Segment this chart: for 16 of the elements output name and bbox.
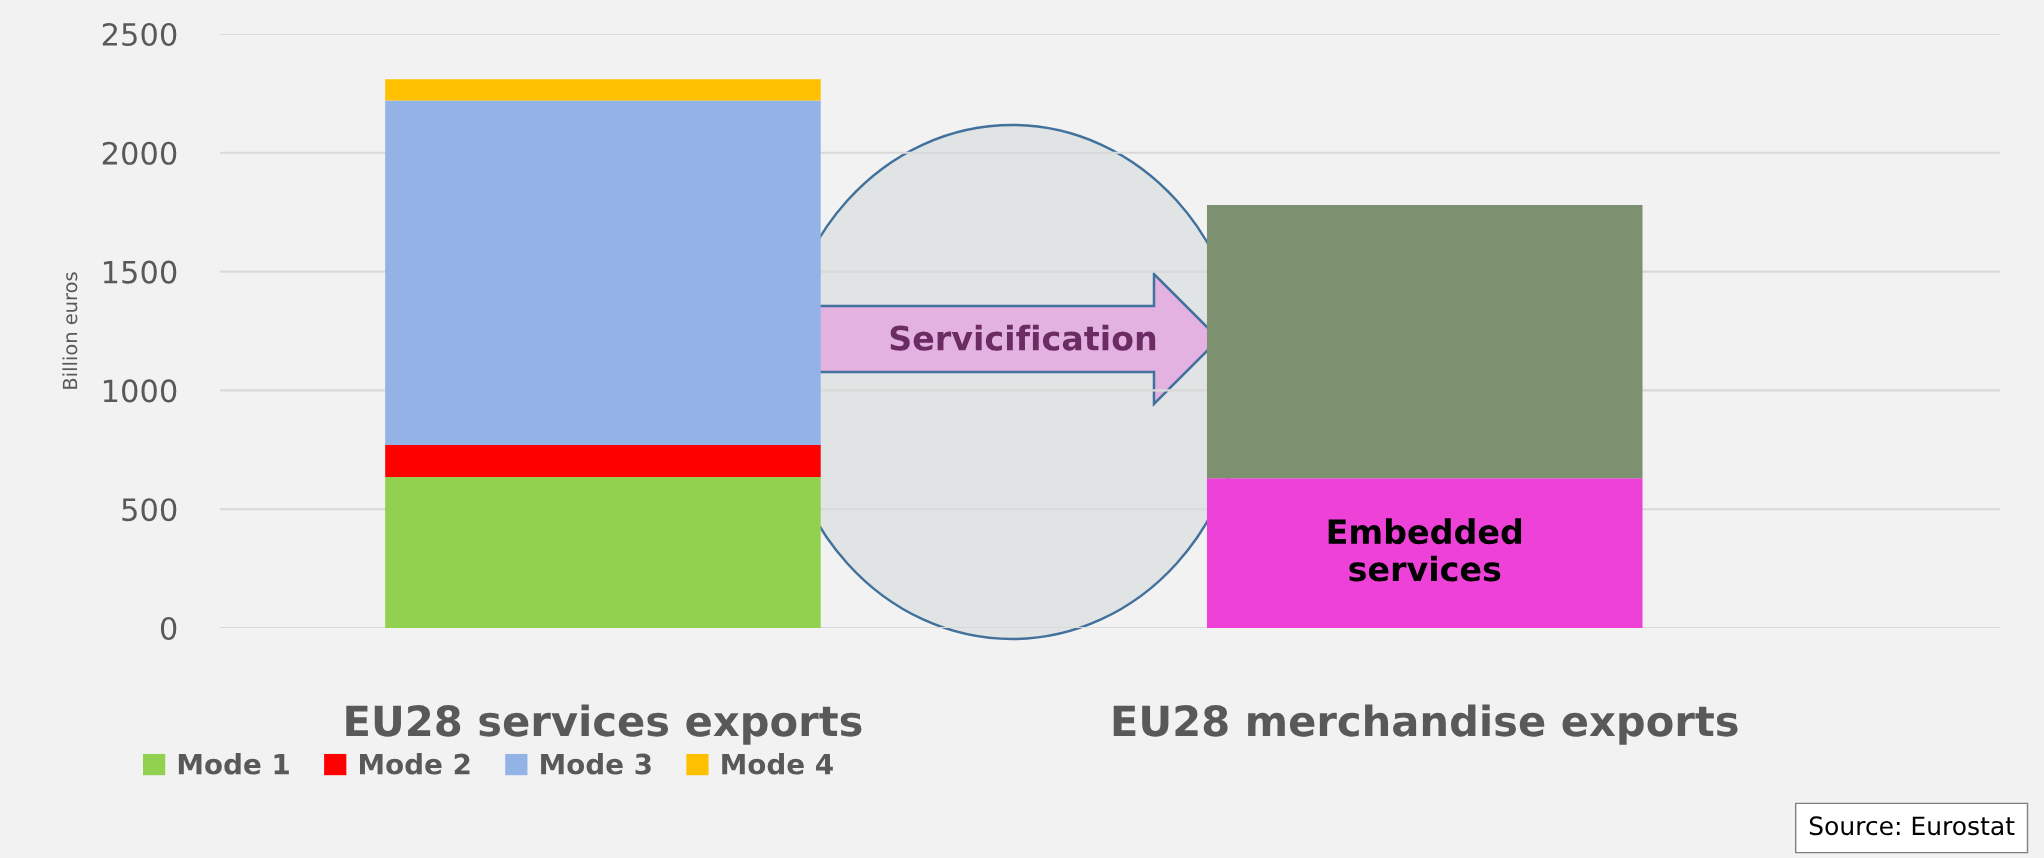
legend-label: Mode 2 <box>360 753 470 775</box>
x-tick-label: EU28 services exports <box>346 704 862 745</box>
y-tick-label: 2000 <box>102 141 177 165</box>
legend-label: Mode 1 <box>178 753 289 775</box>
x-tick-label: EU28 merchandise exports <box>1113 704 1738 745</box>
legend-label: Mode 4 <box>722 753 833 775</box>
y-tick-label: 1000 <box>103 379 177 403</box>
y-tick-label: 500 <box>122 498 177 522</box>
y-tick-label: 0 <box>160 616 177 641</box>
legend-label: Mode 3 <box>541 753 651 775</box>
annotation: Servicification <box>890 324 1156 351</box>
source-note: Source: Eurostat <box>1809 816 2015 836</box>
y-axis-title: Billion euros <box>62 272 78 389</box>
y-tick-label: 1500 <box>103 260 177 284</box>
series-label: Embedded services <box>1328 518 1522 582</box>
y-tick-label: 2500 <box>102 22 177 47</box>
